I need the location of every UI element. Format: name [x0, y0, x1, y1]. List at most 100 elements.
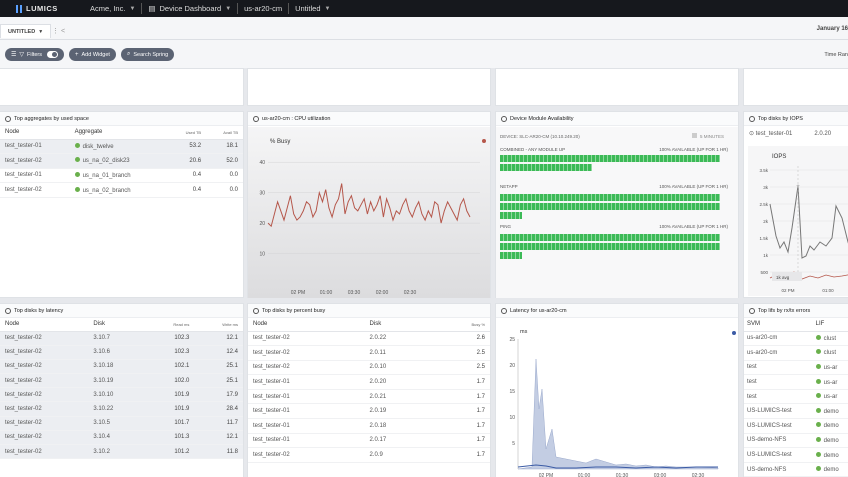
cpu-chart[interactable]: % Busy 10 20 30 40 02 PM 01:00 03:30 02:00 02:30 [248, 127, 490, 298]
table-row[interactable]: test_tester-02 us_na_02_branch 0.4 0.0 [0, 182, 243, 198]
cell-aggregate: us_na_02_disk23 [69, 153, 169, 169]
widget-header[interactable]: Latency for us-ar20-cm [496, 304, 738, 318]
filters-button[interactable]: ☰ ▽ Filters [5, 48, 64, 61]
table-row[interactable]: test_tester-01 2.0.21 1.7 [248, 389, 490, 405]
table-row[interactable]: test_tester-02 3.10.22 101.9 28.4 [0, 401, 243, 417]
cell-node: test_tester-01 [248, 403, 365, 420]
iops-chart[interactable]: IOPS 3.5k 3k 2.5k 2k 1.5k 1k 500 +1k avg 02 PM 01:… [748, 146, 848, 296]
view-selector[interactable]: Untitled ▼ [289, 4, 336, 13]
x-tick-label: 01:00 [320, 290, 333, 296]
widget-header[interactable]: Top disks by latency [0, 304, 243, 318]
widget-header[interactable]: us-ar20-cm : CPU utilization [248, 112, 490, 126]
table-row[interactable]: us-ar20-cm clust [744, 331, 848, 347]
table-row[interactable]: test_tester-02 2.0.11 2.5 [248, 345, 490, 361]
filters-label: Filters [27, 51, 42, 58]
table-row[interactable]: test_tester-01 2.0.19 1.7 [248, 403, 490, 420]
y-tick-label: 40 [259, 160, 265, 166]
table-row[interactable]: US-demo-NFS demo [744, 462, 848, 477]
cell-lif: us-ar [812, 360, 848, 376]
cell-node: test_tester-02 [248, 360, 365, 376]
col-used[interactable]: Used TB [168, 126, 207, 140]
table-row[interactable]: test us-ar [744, 360, 848, 376]
table-row[interactable]: test_tester-02 2.0.22 2.6 [248, 331, 490, 347]
col-disk[interactable]: Disk [364, 318, 432, 332]
table-row[interactable]: test_tester-02 3.10.5 101.7 11.7 [0, 416, 243, 431]
filters-toggle[interactable] [47, 51, 58, 58]
cell-write: 25.1 [194, 373, 243, 389]
availability-bar[interactable] [500, 155, 720, 162]
brand-logo[interactable]: LUMICS [0, 4, 84, 13]
cell-svm: US-demo-NFS [744, 433, 813, 449]
col-svm[interactable]: SVM [744, 318, 813, 332]
device-selector[interactable]: us-ar20-cm [238, 4, 288, 13]
table-row[interactable]: test us-ar [744, 374, 848, 390]
latency-area [517, 358, 719, 470]
table-row[interactable]: test_tester-02 3.10.7 102.3 12.1 [0, 331, 243, 346]
cell-node: test_tester-02 [0, 182, 70, 198]
col-node[interactable]: Node [0, 318, 89, 332]
col-write[interactable]: Write ms [194, 318, 243, 332]
table-row[interactable]: test_tester-01 2.0.17 1.7 [248, 433, 490, 449]
table-row[interactable]: test_tester-02 3.10.19 102.0 25.1 [0, 373, 243, 389]
col-node[interactable]: Node [0, 126, 70, 140]
status-dot [815, 334, 821, 340]
availability-bar[interactable] [500, 212, 522, 219]
x-tick-label: 02:00 [376, 290, 389, 296]
table-row[interactable]: US-demo-NFS demo [744, 433, 848, 449]
time-range[interactable]: Time Ran [824, 52, 848, 58]
table-row[interactable]: US-LUMICS-test demo [744, 447, 848, 463]
y-axis-label: % Busy [270, 139, 290, 145]
table-row[interactable]: us-ar20-cm clust [744, 345, 848, 361]
share-icon[interactable]: < [60, 28, 66, 35]
col-lif[interactable]: LIF [812, 318, 848, 332]
legend-dot [732, 331, 736, 335]
table-row[interactable]: test_tester-02 2.0.10 2.5 [248, 360, 490, 376]
widget-title: Top disks by IOPS [758, 115, 803, 122]
col-aggregate[interactable]: Aggregate [69, 126, 169, 140]
availability-bar[interactable] [500, 203, 720, 210]
table-row[interactable]: test_tester-01 us_na_01_branch 0.4 0.0 [0, 168, 243, 184]
search-button[interactable]: ⌕ Search Spring [121, 48, 175, 61]
cell-disk: 2.0.10 [364, 360, 432, 376]
table-row[interactable]: test_tester-02 3.10.4 101.3 12.1 [0, 430, 243, 446]
latency-chart[interactable]: ms 5 10 15 20 25 02 PM 01:00 01:30 03:00 02:30 [496, 319, 738, 477]
widget-header[interactable]: Device Module Availability [496, 112, 738, 126]
col-node[interactable]: Node [248, 318, 365, 332]
table-row[interactable]: test us-ar [744, 389, 848, 405]
widget-header[interactable]: Top aggregates by used space [0, 112, 243, 126]
availability-bar[interactable] [500, 234, 720, 241]
availability-body: DEVICE: SLC-AR20-CM (10.10.249.20) 5 MIN… [496, 127, 738, 298]
table-row[interactable]: test_tester-02 3.10.6 102.3 12.4 [0, 345, 243, 360]
col-disk[interactable]: Disk [88, 318, 146, 332]
col-read[interactable]: Read ms [145, 318, 195, 332]
table-row[interactable]: test_tester-01 2.0.18 1.7 [248, 418, 490, 434]
table-row[interactable]: test_tester-02 3.10.10 101.9 17.9 [0, 387, 243, 403]
interval-control[interactable]: 5 MINUTES [691, 133, 724, 139]
table-row[interactable]: test_tester-02 3.10.2 101.2 11.8 [0, 444, 243, 460]
availability-bar[interactable] [500, 243, 720, 250]
col-avail[interactable]: Avail TB [206, 126, 243, 140]
tab-untitled[interactable]: UNTITLED ▼ [0, 24, 52, 38]
availability-bar[interactable] [500, 194, 720, 201]
cell-svm: us-ar20-cm [744, 345, 813, 361]
more-icon[interactable]: ⋮ [52, 28, 59, 35]
availability-bar[interactable] [500, 164, 592, 171]
col-busy[interactable]: Busy % [431, 318, 490, 332]
table-row[interactable]: test_tester-02 2.0.9 1.7 [248, 447, 490, 463]
module-status: 100% AVAILABLE (UP FOR 1 HR) [659, 184, 728, 189]
table-row[interactable]: US-LUMICS-test demo [744, 418, 848, 434]
table-row[interactable]: test_tester-02 3.10.18 102.1 25.1 [0, 359, 243, 375]
org-selector[interactable]: Acme, Inc. ▼ [84, 4, 141, 13]
table-row[interactable]: test_tester-02 us_na_02_disk23 20.6 52.0 [0, 153, 243, 169]
widget-header[interactable]: Top lifs by rx/tx errors [744, 304, 848, 318]
cell-avail: 0.0 [206, 168, 243, 184]
dashboard-selector[interactable]: ▤ Device Dashboard ▼ [142, 4, 237, 13]
table-row[interactable]: US-LUMICS-test demo [744, 403, 848, 420]
table-row[interactable]: test_tester-01 disk_twelve 53.2 18.1 [0, 139, 243, 155]
widget-header[interactable]: Top disks by percent busy [248, 304, 490, 318]
availability-bar[interactable] [500, 252, 522, 259]
table-row[interactable]: test_tester-01 2.0.20 1.7 [248, 374, 490, 390]
iops-legend[interactable]: ⊙ test_tester-01 2.0.20 [749, 131, 832, 137]
widget-header[interactable]: Top disks by IOPS [744, 112, 848, 126]
add-widget-button[interactable]: + Add Widget [69, 48, 116, 61]
